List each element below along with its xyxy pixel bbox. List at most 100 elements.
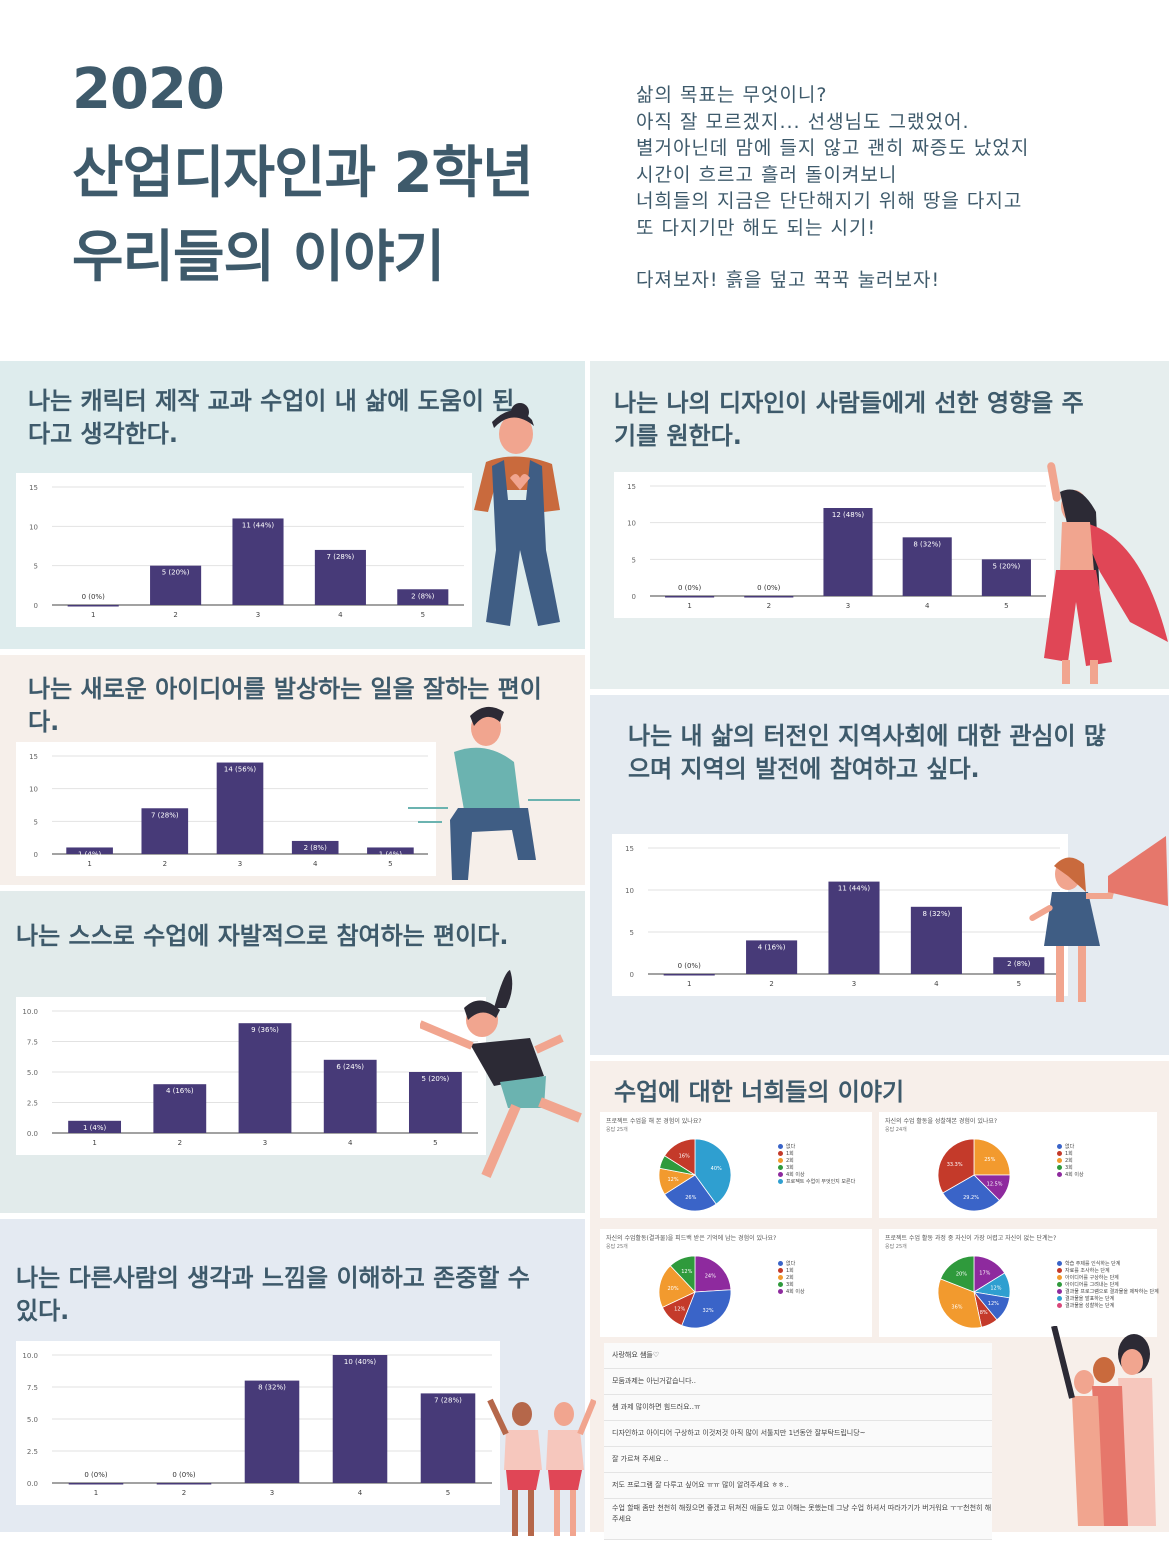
y-tick-label: 5 (630, 929, 634, 937)
bar-chart-svg: 0.0 2.5 5.0 7.5 10.0 1 (4%) 1 4 (16%) 2 9 (36%) 3 6… (22, 1008, 478, 1147)
legend-label: 없다 (786, 1144, 796, 1150)
panel-title: 나는 새로운 아이디어를 발상하는 일을 잘하는 편이다. (28, 675, 542, 736)
cheering-women-illustration (487, 1398, 596, 1536)
data-label: 2 (8%) (1007, 960, 1031, 968)
legend-entry: 아이디어를 구상하는 단계 (1057, 1275, 1159, 1282)
pie-slice (937, 1138, 975, 1194)
legend-entry: 아이디어를 그려내는 단계 (1057, 1282, 1159, 1289)
x-tick-label: 1 (94, 1489, 98, 1497)
pie-question: 프로젝트 수업 활동 과정 중 자신이 가장 어렵고 자신이 없는 단계는? (885, 1235, 1057, 1242)
legend-label: 1회 (1065, 1151, 1073, 1157)
legend-label: 2회 (1065, 1158, 1073, 1164)
data-label: 7 (28%) (434, 1396, 462, 1404)
message-line: 또 다지기만 해도 되는 시기! (636, 216, 877, 239)
y-tick-label: 5 (632, 556, 636, 564)
x-tick-label: 2 (769, 980, 773, 988)
x-tick-label: 3 (846, 602, 850, 610)
message-line: 아직 잘 모르겠지... 선생님도 그랬었어. (636, 110, 970, 133)
message-line (636, 241, 1136, 267)
slice-label: 8% (980, 1310, 988, 1316)
legend-label: 3회 (786, 1282, 794, 1288)
comment-item: 모둠과제는 아닌거같습니다.. (604, 1369, 992, 1395)
bar (232, 518, 284, 605)
legend-label: 자료를 조사하는 단계 (1065, 1268, 1110, 1274)
bar (408, 1072, 462, 1133)
legend-entry: 1회 (778, 1151, 855, 1158)
legend-swatch (1057, 1165, 1062, 1170)
legend-label: 없다 (1065, 1144, 1075, 1150)
panel-title: 나는 캐릭터 제작 교과 수업이 내 삶에 도움이 된다고 생각한다. (28, 387, 515, 448)
y-tick-label: 7.5 (27, 1039, 38, 1047)
pie-card: 프로젝트 수업을 해 본 경험이 있나요? 응답 25개 40% 26% 12% 16% 없… (600, 1112, 872, 1218)
legend-swatch (1057, 1303, 1062, 1308)
pie-slice (664, 1174, 717, 1212)
slice-label: 20% (956, 1272, 967, 1278)
legend-entry: 3회 (1057, 1165, 1084, 1172)
y-tick-label: 10 (627, 520, 636, 528)
x-tick-label: 3 (256, 611, 260, 619)
data-label: 5 (20%) (993, 562, 1021, 570)
legend-entry: 없다 (778, 1261, 805, 1268)
y-tick-label: 0 (34, 602, 38, 610)
bar (367, 847, 414, 854)
bar (66, 847, 113, 854)
data-label: 0 (0%) (172, 1471, 196, 1479)
data-label: 0 (0%) (82, 593, 106, 601)
y-tick-label: 5.0 (27, 1069, 38, 1077)
data-label: 5 (20%) (162, 569, 190, 577)
legend-entry: 4회 이상 (778, 1172, 855, 1179)
y-tick-label: 0.0 (27, 1130, 38, 1138)
title-line-2: 산업디자인과 2학년 (72, 141, 534, 206)
bar (828, 881, 880, 974)
bar (910, 906, 962, 974)
comment-item: 잘 가르쳐 주세요 .. (604, 1447, 992, 1473)
slice-label: 16% (679, 1153, 690, 1159)
legend-swatch (1057, 1282, 1062, 1287)
pie-question: 자신의 수업 활동을 성찰해본 경험이 있나요? (885, 1118, 998, 1125)
x-tick-label: 4 (934, 980, 939, 988)
legend-swatch (1057, 1275, 1062, 1280)
pie-chart-svg: 40% 26% 12% 16% (658, 1138, 732, 1212)
slice-label: 12% (988, 1301, 999, 1307)
x-tick-label: 1 (92, 1139, 96, 1147)
x-tick-label: 4 (348, 1139, 353, 1147)
legend-swatch (778, 1151, 783, 1156)
bar (216, 762, 264, 854)
data-label: 12 (48%) (832, 511, 864, 519)
legend-entry: 결과물 프로그램으로 결과물을 제작하는 단계 (1057, 1289, 1159, 1296)
slice-label: 36% (951, 1304, 962, 1310)
data-label: 8 (32%) (923, 910, 951, 918)
x-tick-label: 3 (238, 860, 242, 868)
legend-swatch (778, 1289, 783, 1294)
slice-label: 40% (711, 1166, 722, 1172)
data-label: 0 (0%) (757, 584, 781, 592)
y-tick-label: 0 (630, 971, 634, 979)
bar (156, 1483, 212, 1485)
y-tick-label: 10 (29, 523, 38, 531)
pie-legend: 학습 주제를 인식하는 단계 자료를 조사하는 단계 아이디어를 구상하는 단계 아이… (1057, 1261, 1159, 1310)
bar-chart-svg: 0 5 10 15 0 (0%) 1 4 (16%) 2 11 (44%) 3 8 (32%) 4 2 … (625, 845, 1060, 988)
legend-swatch (1057, 1296, 1062, 1301)
data-label: 9 (36%) (251, 1026, 279, 1034)
bar-chart: 0.0 2.5 5.0 7.5 10.0 1 (4%) 1 4 (16%) 2 9 (36%) 3 6… (16, 997, 486, 1155)
x-tick-label: 5 (446, 1489, 450, 1497)
x-tick-label: 4 (313, 860, 318, 868)
data-label: 11 (44%) (838, 885, 870, 893)
bar (823, 508, 873, 596)
bar (67, 605, 119, 607)
y-tick-label: 10 (29, 786, 38, 794)
pie-legend: 없다 1회 2회 3회 4회 이상 (778, 1261, 805, 1296)
bar (902, 537, 952, 596)
message-line: 다져보자! 흙을 덮고 꾹꾹 눌러보자! (636, 269, 941, 291)
bar (323, 1059, 377, 1133)
legend-swatch (778, 1144, 783, 1149)
woman-heart-hands-illustration (474, 403, 560, 626)
legend-label: 4회 이상 (786, 1289, 805, 1295)
legend-label: 1회 (786, 1151, 794, 1157)
legend-label: 3회 (786, 1165, 794, 1171)
pie-legend: 없다 1회 2회 3회 4회 이상 (1057, 1144, 1084, 1179)
x-tick-label: 2 (182, 1489, 186, 1497)
data-label: 4 (16%) (758, 943, 786, 951)
bar (68, 1483, 124, 1485)
x-tick-label: 3 (263, 1139, 267, 1147)
